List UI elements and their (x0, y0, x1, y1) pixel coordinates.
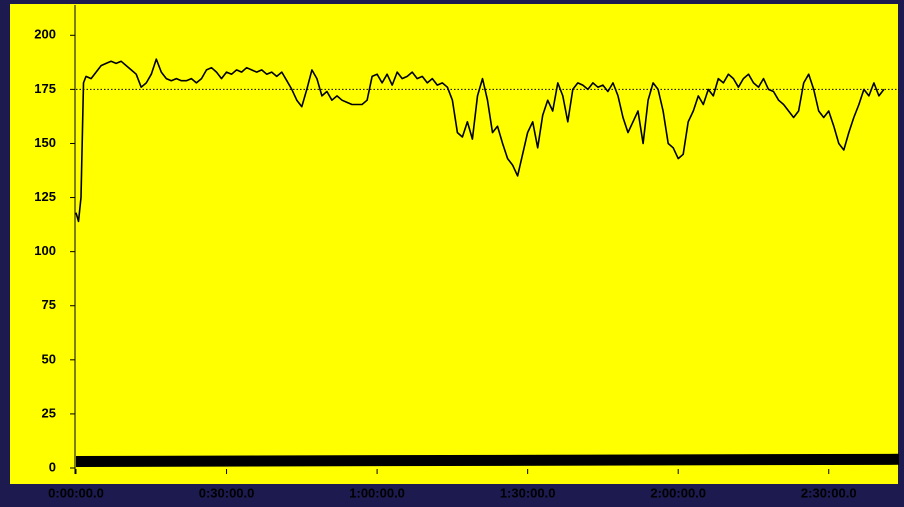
x-tick-label: 1:00:00.0 (349, 485, 405, 500)
y-tick-label: 150 (34, 135, 56, 150)
plot-background (10, 4, 898, 484)
y-tick-label: 100 (34, 243, 56, 258)
x-tick-label: 1:30:00.0 (500, 485, 556, 500)
y-tick-label: 25 (42, 405, 56, 420)
y-tick-label: 175 (34, 81, 56, 96)
data-line (75, 453, 900, 467)
data-line (75, 58, 885, 223)
y-tick-label: 125 (34, 189, 56, 204)
y-tick-label: 75 (42, 297, 56, 312)
y-tick-label: 0 (49, 459, 56, 474)
x-tick-label: 0:00:00.0 (48, 485, 104, 500)
x-tick-label: 2:30:00.0 (801, 485, 857, 500)
y-tick-label: 50 (42, 351, 56, 366)
x-tick-label: 0:30:00.0 (199, 485, 255, 500)
y-tick-label: 200 (34, 27, 56, 42)
x-tick-label: 2:00:00.0 (650, 485, 706, 500)
